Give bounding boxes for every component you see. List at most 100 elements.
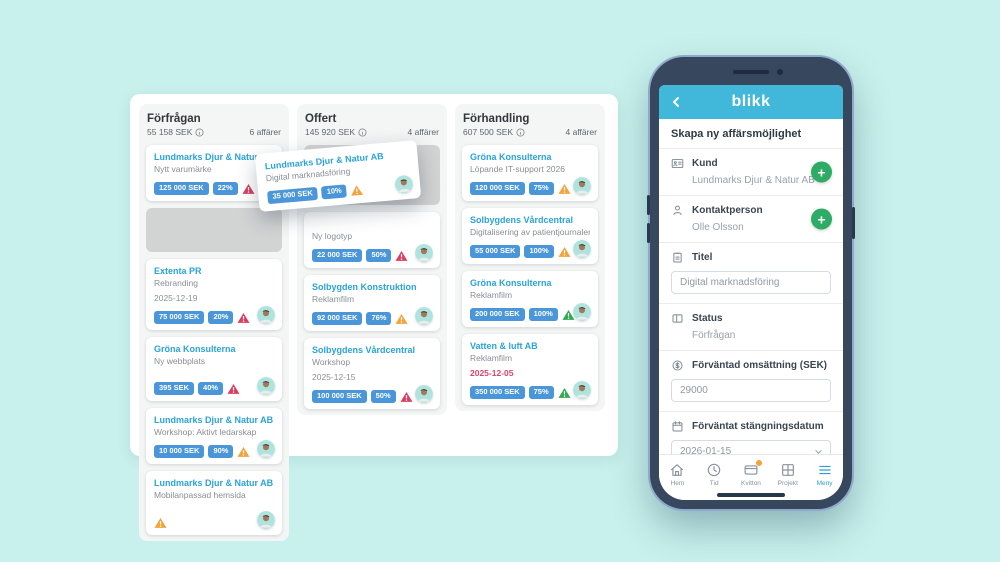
deal-close-date: 2025-12-19 bbox=[154, 293, 198, 303]
deal-card[interactable]: Ny logotyp 22 000 SEK 50% bbox=[304, 212, 440, 268]
bottom-nav: Hem Tid Kvitton Projekt Meny bbox=[659, 454, 843, 500]
column-total: 55 158 SEK bbox=[147, 127, 204, 137]
column-total: 145 920 SEK bbox=[305, 127, 367, 137]
amount-badge: 100 000 SEK bbox=[312, 390, 367, 403]
power-button bbox=[852, 207, 855, 239]
deal-card[interactable]: Solbygdens Vårdcentral Workshop 2025-12-15… bbox=[304, 338, 440, 409]
deal-description: Reklamfilm bbox=[312, 294, 355, 304]
field-value: Förfrågan bbox=[692, 330, 736, 341]
deal-close-date: 2025-12-05 bbox=[470, 368, 514, 378]
home-indicator[interactable] bbox=[717, 493, 785, 497]
back-icon[interactable] bbox=[670, 95, 682, 107]
probability-badge: 75% bbox=[528, 182, 554, 195]
warning-red-icon bbox=[237, 312, 250, 324]
column-total-value: 607 500 SEK bbox=[463, 127, 514, 137]
camera-dot bbox=[777, 69, 783, 75]
warning-orange-icon bbox=[558, 246, 571, 258]
field-head: Förväntat stängningsdatum bbox=[671, 420, 831, 433]
column-total: 607 500 SEK bbox=[463, 127, 525, 137]
warning-orange-icon bbox=[237, 446, 250, 458]
field-head: Förväntad omsättning (SEK) bbox=[671, 359, 831, 372]
deal-description: Mobilanpassad hemsida bbox=[154, 490, 246, 500]
badge-row: 395 SEK 40% bbox=[154, 382, 274, 395]
dragged-card[interactable]: Lundmarks Djur & Natur AB Digital marknad… bbox=[254, 140, 422, 212]
deal-description: Rebranding bbox=[154, 278, 198, 288]
nav-item-meny[interactable]: Meny bbox=[806, 455, 843, 494]
deal-card[interactable]: Lundmarks Djur & Natur AB Workshop: Aktiv… bbox=[146, 408, 282, 464]
column-meta: 607 500 SEK 4 affärer bbox=[463, 127, 597, 137]
deal-card[interactable]: Vatten & luft AB Reklamfilm 2025-12-05 350 … bbox=[462, 334, 598, 405]
speaker-slot bbox=[733, 70, 769, 74]
text-input[interactable]: 29000 bbox=[671, 379, 831, 402]
badge-row: 75 000 SEK 20% bbox=[154, 311, 274, 324]
deal-description: Digitalisering av patientjournaler bbox=[470, 227, 590, 237]
deal-card[interactable]: Gröna Konsulterna Reklamfilm 200 000 SEK 10… bbox=[462, 271, 598, 327]
column-deal-count: 4 affärer bbox=[407, 127, 439, 137]
avatar bbox=[573, 240, 591, 258]
nav-item-projekt[interactable]: Projekt bbox=[769, 455, 806, 494]
deal-company: Extenta PR bbox=[154, 266, 202, 276]
drop-placeholder bbox=[146, 208, 282, 252]
text-input[interactable]: Digital marknadsföring bbox=[671, 271, 831, 294]
field-value: Lundmarks Djur & Natur AB bbox=[692, 175, 815, 186]
amount-badge: 22 000 SEK bbox=[312, 249, 363, 262]
probability-badge: 40% bbox=[198, 382, 224, 395]
contact-card-icon bbox=[671, 157, 684, 170]
deal-card[interactable]: Solbygden Konstruktion Reklamfilm 92 000 S… bbox=[304, 275, 440, 331]
probability-badge: 50% bbox=[366, 249, 392, 262]
probability-badge: 20% bbox=[208, 311, 234, 324]
warning-red-icon bbox=[242, 183, 255, 195]
deal-description: Ny webbplats bbox=[154, 356, 206, 366]
avatar bbox=[257, 511, 275, 529]
kanban-column-2: Förhandling 607 500 SEK 4 affärer Gröna Kon… bbox=[455, 104, 605, 411]
info-icon[interactable] bbox=[195, 127, 204, 137]
deal-description: Workshop: Aktivt ledarskap bbox=[154, 427, 257, 437]
badge-row: 125 000 SEK 22% bbox=[154, 182, 274, 195]
form-field-f-rv-ntad-oms-ttning-sek-: Förväntad omsättning (SEK) 29000 bbox=[659, 351, 843, 412]
avatar bbox=[257, 440, 275, 458]
column-title: Förhandling bbox=[463, 113, 530, 125]
warning-orange-icon bbox=[350, 183, 364, 196]
nav-item-kvitton[interactable]: Kvitton bbox=[733, 455, 770, 494]
add-button[interactable]: + bbox=[811, 208, 832, 230]
nav-item-hem[interactable]: Hem bbox=[659, 455, 696, 494]
avatar bbox=[415, 385, 433, 403]
deal-company: Gröna Konsulterna bbox=[154, 344, 236, 354]
input-value: Digital marknadsföring bbox=[680, 277, 780, 288]
nav-item-tid[interactable]: Tid bbox=[696, 455, 733, 494]
amount-badge: 92 000 SEK bbox=[312, 312, 363, 325]
volume-up-button bbox=[647, 195, 650, 215]
badge-row: 35 000 SEK 10% bbox=[267, 179, 412, 205]
deal-card[interactable]: Gröna Konsulterna Löpande IT-support 2026… bbox=[462, 145, 598, 201]
amount-badge: 395 SEK bbox=[154, 382, 195, 395]
clipboard-icon bbox=[671, 251, 684, 264]
add-button[interactable]: + bbox=[811, 161, 832, 183]
deal-company: Vatten & luft AB bbox=[470, 341, 538, 351]
field-label: Förväntad omsättning (SEK) bbox=[692, 360, 828, 371]
deal-close-date: 2025-12-15 bbox=[312, 372, 356, 382]
deal-company: Solbygden Konstruktion bbox=[312, 282, 417, 292]
warning-green-icon bbox=[558, 387, 571, 399]
avatar bbox=[573, 303, 591, 321]
deal-company: Gröna Konsulterna bbox=[470, 278, 552, 288]
info-icon[interactable] bbox=[358, 127, 367, 137]
deal-card[interactable]: Extenta PR Rebranding 2025-12-19 75 000 SEK… bbox=[146, 259, 282, 330]
deal-card[interactable]: Gröna Konsulterna Ny webbplats 395 SEK 40% bbox=[146, 337, 282, 401]
phone-mockup: blikk Skapa ny affärsmöjlighet Kund Lundm… bbox=[647, 57, 855, 509]
amount-badge: 75 000 SEK bbox=[154, 311, 205, 324]
column-meta: 55 158 SEK 6 affärer bbox=[147, 127, 281, 137]
column-total-value: 55 158 SEK bbox=[147, 127, 193, 137]
nav-label: Kvitton bbox=[741, 480, 761, 487]
badge-row: 92 000 SEK 76% bbox=[312, 312, 432, 325]
deal-card[interactable]: Solbygdens Vårdcentral Digitalisering av … bbox=[462, 208, 598, 264]
warning-orange-icon bbox=[395, 313, 408, 325]
deal-card[interactable]: Lundmarks Djur & Natur AB Mobilanpassad h… bbox=[146, 471, 282, 535]
avatar bbox=[394, 175, 414, 195]
dollar-circle-icon bbox=[671, 359, 684, 372]
field-head: Titel bbox=[671, 251, 831, 264]
avatar bbox=[415, 307, 433, 325]
warning-red-icon bbox=[395, 250, 408, 262]
probability-badge: 22% bbox=[212, 182, 238, 195]
column-total-value: 145 920 SEK bbox=[305, 127, 356, 137]
info-icon[interactable] bbox=[516, 127, 525, 137]
